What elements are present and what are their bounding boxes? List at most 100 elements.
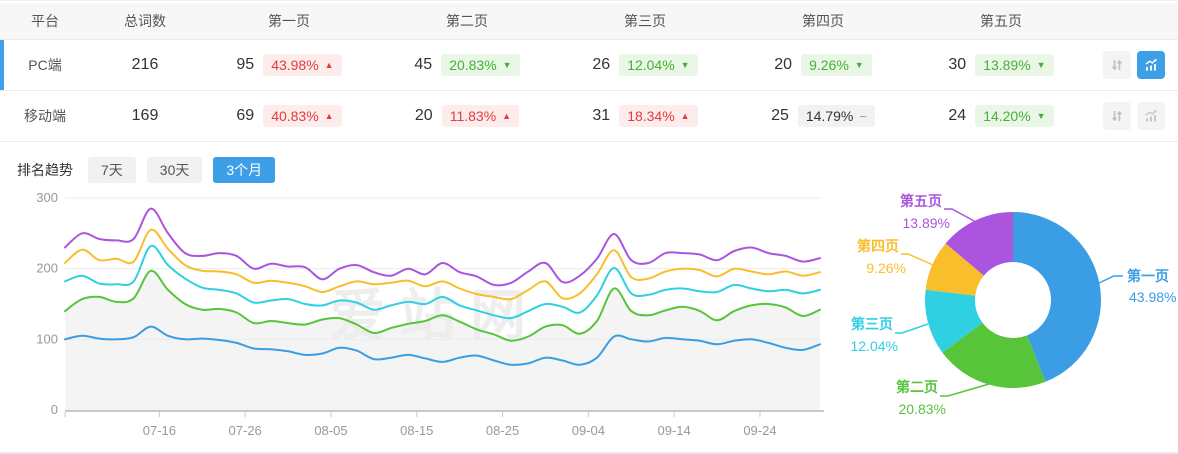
series-line-第四页 [64,228,821,301]
platform-label: 移动端 [24,108,66,124]
tab-3-months[interactable]: 3个月 [213,156,276,184]
label-leader-line [901,253,934,266]
col-header-page3: 第三页 [624,13,666,29]
svg-text:07-26: 07-26 [229,423,262,438]
trend-section-title: 排名趋势 [17,162,73,178]
svg-text:0: 0 [51,402,58,417]
col-header-page1: 第一页 [268,13,310,29]
svg-text:300: 300 [36,190,58,205]
page5-count: 24 [948,107,967,124]
page4-change-badge: 9.26% ▼ [801,54,872,76]
page5-count: 30 [948,56,967,73]
page1-count: 95 [236,56,255,73]
page1-cell: 95 43.98% ▲ [200,54,378,76]
slice-label-name: 第四页 [857,238,899,254]
page3-count: 26 [592,56,611,73]
label-leader-line [1098,275,1123,284]
slice-label-name: 第一页 [1127,268,1169,284]
slice-label-name: 第五页 [900,193,942,209]
trend-arrow-icon: ▲ [502,110,512,121]
trend-arrow-icon: − [859,108,867,124]
svg-text:200: 200 [36,261,58,276]
table-row-mobile[interactable]: 移动端 169 69 40.83% ▲ 20 11.83% ▲ 31 18.34% ▲… [0,91,1178,142]
donut-slice-第四页 [925,243,984,296]
page3-count: 31 [592,107,611,124]
col-header-page4: 第四页 [802,13,844,29]
col-header-page5: 第五页 [980,13,1022,29]
page4-count: 25 [771,107,789,124]
slice-label-percent: 43.98% [1129,289,1176,305]
trend-arrow-icon: ▼ [1036,59,1046,70]
label-leader-line [944,208,977,223]
page2-change-badge: 11.83% ▲ [441,105,520,127]
sort-button[interactable] [1103,51,1131,79]
col-header-total-words: 总词数 [124,13,166,29]
series-line-第二页 [64,269,821,342]
page3-change-badge: 12.04% ▼ [619,54,698,76]
trend-arrow-icon: ▼ [502,59,512,70]
page4-cell: 20 9.26% ▼ [734,54,912,76]
page5-cell: 24 14.20% ▼ [912,105,1090,127]
donut-slice-第五页 [945,212,1013,276]
page4-change-badge: 14.79% − [797,105,875,127]
row-actions [1090,102,1178,130]
label-leader-line [940,383,990,397]
series-line-第三页 [64,244,821,320]
page2-count: 20 [414,107,433,124]
trend-arrow-icon: ▲ [680,110,690,121]
trend-arrow-icon: ▼ [680,59,690,70]
svg-text:08-15: 08-15 [400,423,433,438]
page-distribution-donut-chart[interactable]: 第一页 43.98% 第二页 20.83% 第三页 12.04% 第四页 9.26% 第五页 13… [840,188,1178,454]
trend-section-header: 排名趋势 7天 30天 3个月 [0,142,1178,184]
page3-cell: 31 18.34% ▲ [556,105,734,127]
trend-arrow-icon: ▲ [324,110,334,121]
slice-label-name: 第三页 [851,316,893,332]
tab-30-days[interactable]: 30天 [146,156,203,184]
col-header-platform: 平台 [31,13,59,29]
page3-cell: 26 12.04% ▼ [556,54,734,76]
page2-cell: 45 20.83% ▼ [378,54,556,76]
svg-text:08-25: 08-25 [486,423,519,438]
page5-cell: 30 13.89% ▼ [912,54,1090,76]
table-row-pc[interactable]: PC端 216 95 43.98% ▲ 45 20.83% ▼ 26 12.04% ▼… [0,40,1178,91]
page1-change-badge: 40.83% ▲ [263,105,342,127]
page1-cell: 69 40.83% ▲ [200,105,378,127]
platform-label: PC端 [28,57,62,73]
svg-text:08-05: 08-05 [314,423,347,438]
page2-change-badge: 20.83% ▼ [441,54,520,76]
total-words-value: 216 [131,56,159,73]
trend-charts: 爱站网 0 100 200 300 07-16 07-26 08-05 08-15 08-25 09… [0,188,1178,454]
page5-change-badge: 14.20% ▼ [975,105,1054,127]
page3-change-badge: 18.34% ▲ [619,105,698,127]
page1-change-badge: 43.98% ▲ [263,54,342,76]
sort-arrows-icon [1111,59,1123,71]
svg-text:07-16: 07-16 [143,423,176,438]
slice-label-percent: 12.04% [851,338,898,354]
rank-trend-line-chart[interactable]: 爱站网 0 100 200 300 07-16 07-26 08-05 08-15 08-25 09… [30,188,840,454]
trend-arrow-icon: ▼ [1036,110,1046,121]
trend-chart-icon [1145,58,1157,71]
donut-slice-第三页 [925,289,983,353]
page4-count: 20 [774,56,793,73]
series-line-第一页 [64,325,821,366]
trend-chart-button[interactable] [1137,51,1165,79]
sort-button[interactable] [1103,102,1131,130]
svg-text:09-24: 09-24 [743,423,776,438]
slice-label-percent: 20.83% [899,401,946,417]
page1-count: 69 [236,107,255,124]
svg-text:09-14: 09-14 [658,423,691,438]
page2-cell: 20 11.83% ▲ [378,105,556,127]
tab-7-days[interactable]: 7天 [88,156,136,184]
trend-chart-button[interactable] [1137,102,1165,130]
slice-label-name: 第二页 [896,379,938,395]
donut-slice-第一页 [1013,212,1101,382]
trend-chart-icon [1145,109,1157,122]
page2-count: 45 [414,56,433,73]
total-words-value: 169 [131,107,159,124]
watermark: 爱站网 [330,284,540,347]
trend-arrow-icon: ▲ [324,59,334,70]
table-header-row: 平台 总词数 第一页 第二页 第三页 第四页 第五页 [0,3,1178,40]
col-header-page2: 第二页 [446,13,488,29]
slice-label-percent: 13.89% [903,215,950,231]
